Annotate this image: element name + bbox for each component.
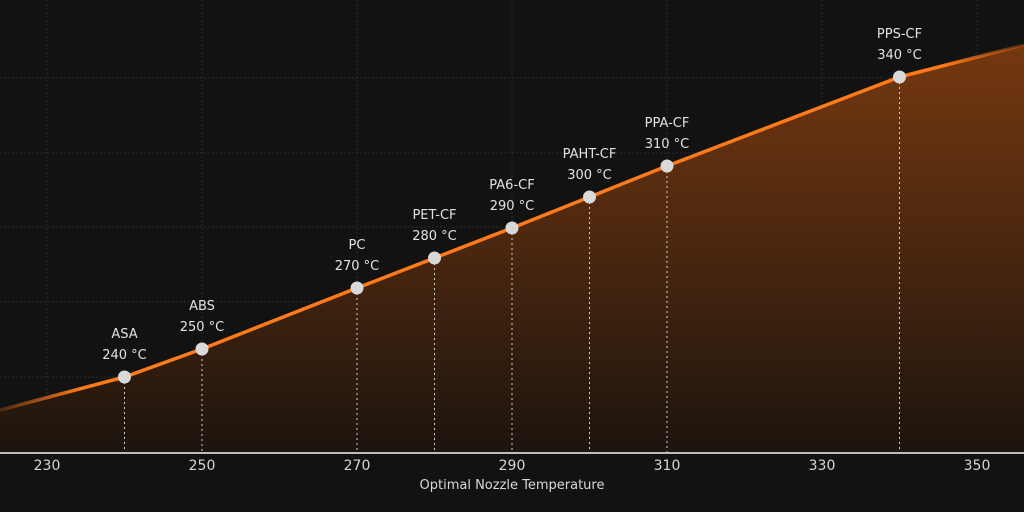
x-tick-label: 270 xyxy=(344,458,371,474)
point-temperature-label: 280 °C xyxy=(412,229,457,244)
data-point-marker[interactable] xyxy=(350,281,364,295)
point-material-label: PA6-CF xyxy=(489,178,534,193)
point-temperature-label: 300 °C xyxy=(567,168,612,183)
point-temperature-label: 270 °C xyxy=(335,259,380,274)
data-point-marker[interactable] xyxy=(505,221,519,235)
x-tick-label: 230 xyxy=(34,458,61,474)
point-material-label: PET-CF xyxy=(412,208,456,223)
x-tick-label: 290 xyxy=(499,458,526,474)
point-material-label: ASA xyxy=(111,327,137,342)
point-temperature-label: 290 °C xyxy=(490,199,535,214)
point-material-label: PPS-CF xyxy=(877,27,922,42)
data-point-marker[interactable] xyxy=(893,70,906,84)
point-material-label: ABS xyxy=(189,299,215,314)
point-temperature-label: 250 °C xyxy=(180,320,225,335)
point-material-label: PC xyxy=(349,238,366,253)
data-point-marker[interactable] xyxy=(195,342,209,356)
x-axis-label: Optimal Nozzle Temperature xyxy=(420,478,605,493)
data-points: ASA 240 °C ABS 250 °C PC 270 °C PET-CF 280 °C PA… xyxy=(102,27,922,384)
data-point-marker[interactable] xyxy=(660,159,674,173)
x-tick-label: 350 xyxy=(964,458,991,474)
point-temperature-label: 240 °C xyxy=(102,348,147,363)
x-axis-ticks: 230 250 270 290 310 330 350 xyxy=(34,458,991,474)
drop-lines xyxy=(124,77,900,453)
data-point-marker[interactable] xyxy=(583,190,596,204)
point-temperature-label: 310 °C xyxy=(645,137,690,152)
x-tick-label: 310 xyxy=(654,458,681,474)
trend-line xyxy=(0,43,1024,412)
data-point-marker[interactable] xyxy=(428,251,441,265)
point-material-label: PPA-CF xyxy=(645,116,690,131)
x-tick-label: 330 xyxy=(809,458,836,474)
data-point-marker[interactable] xyxy=(118,370,131,384)
point-material-label: PAHT-CF xyxy=(563,147,617,162)
point-temperature-label: 340 °C xyxy=(877,48,922,63)
x-tick-label: 250 xyxy=(189,458,216,474)
